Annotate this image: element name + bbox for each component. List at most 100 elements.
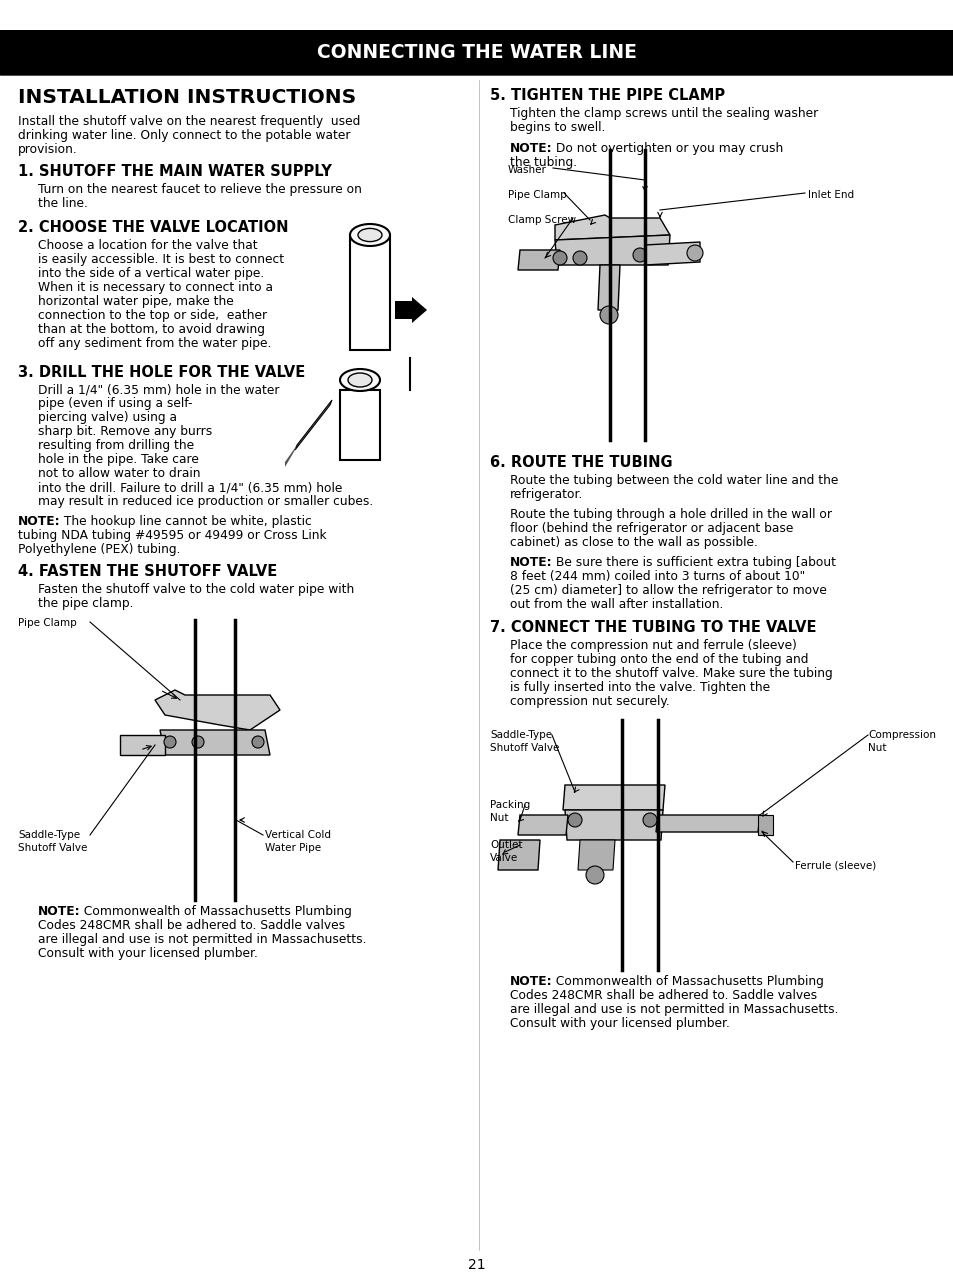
Text: 21: 21	[468, 1258, 485, 1273]
Ellipse shape	[357, 228, 381, 242]
Circle shape	[553, 251, 566, 265]
Text: Shutoff Valve: Shutoff Valve	[18, 844, 88, 853]
Text: Commonwealth of Massachusetts Plumbing: Commonwealth of Massachusetts Plumbing	[552, 975, 823, 988]
Text: 5. TIGHTEN THE PIPE CLAMP: 5. TIGHTEN THE PIPE CLAMP	[490, 88, 724, 103]
Polygon shape	[598, 265, 619, 310]
Text: Nut: Nut	[490, 813, 508, 823]
Circle shape	[252, 735, 264, 748]
Text: (25 cm) diameter] to allow the refrigerator to move: (25 cm) diameter] to allow the refrigera…	[510, 583, 826, 598]
Text: Outlet: Outlet	[490, 840, 522, 850]
Text: are illegal and use is not permitted in Massachusetts.: are illegal and use is not permitted in …	[38, 933, 366, 945]
Text: 3. DRILL THE HOLE FOR THE VALVE: 3. DRILL THE HOLE FOR THE VALVE	[18, 365, 305, 380]
Text: Packing: Packing	[490, 800, 530, 810]
Text: drinking water line. Only connect to the potable water: drinking water line. Only connect to the…	[18, 129, 350, 142]
Text: for copper tubing onto the end of the tubing and: for copper tubing onto the end of the tu…	[510, 653, 807, 666]
Polygon shape	[564, 810, 662, 840]
Text: 2. CHOOSE THE VALVE LOCATION: 2. CHOOSE THE VALVE LOCATION	[18, 220, 288, 234]
Text: Turn on the nearest faucet to relieve the pressure on: Turn on the nearest faucet to relieve th…	[38, 183, 361, 196]
Polygon shape	[285, 444, 296, 468]
Circle shape	[573, 251, 586, 265]
FancyBboxPatch shape	[339, 390, 379, 460]
Text: off any sediment from the water pipe.: off any sediment from the water pipe.	[38, 337, 271, 350]
Text: connection to the top or side,  eather: connection to the top or side, eather	[38, 309, 267, 322]
Text: Pipe Clamp: Pipe Clamp	[507, 191, 566, 200]
Text: are illegal and use is not permitted in Massachusetts.: are illegal and use is not permitted in …	[510, 1003, 838, 1016]
Text: 7. CONNECT THE TUBING TO THE VALVE: 7. CONNECT THE TUBING TO THE VALVE	[490, 620, 816, 635]
Text: pipe (even if using a self-: pipe (even if using a self-	[38, 397, 193, 410]
Text: Codes 248CMR shall be adhered to. Saddle valves: Codes 248CMR shall be adhered to. Saddle…	[38, 920, 345, 933]
Text: out from the wall after installation.: out from the wall after installation.	[510, 598, 722, 611]
Polygon shape	[497, 840, 539, 869]
Text: Valve: Valve	[490, 853, 517, 863]
Circle shape	[164, 735, 175, 748]
Text: 4. FASTEN THE SHUTOFF VALVE: 4. FASTEN THE SHUTOFF VALVE	[18, 564, 277, 580]
Circle shape	[192, 735, 204, 748]
Text: CONNECTING THE WATER LINE: CONNECTING THE WATER LINE	[316, 43, 637, 62]
Text: Saddle-Type: Saddle-Type	[490, 730, 552, 741]
Text: Commonwealth of Massachusetts Plumbing: Commonwealth of Massachusetts Plumbing	[80, 905, 352, 918]
Polygon shape	[555, 215, 669, 240]
Text: Place the compression nut and ferrule (sleeve): Place the compression nut and ferrule (s…	[510, 639, 796, 652]
Text: connect it to the shutoff valve. Make sure the tubing: connect it to the shutoff valve. Make su…	[510, 667, 832, 680]
Polygon shape	[644, 242, 700, 265]
Bar	[0, 30, 953, 75]
Text: Inlet End: Inlet End	[807, 191, 853, 200]
Text: 1. SHUTOFF THE MAIN WATER SUPPLY: 1. SHUTOFF THE MAIN WATER SUPPLY	[18, 164, 332, 179]
Text: Install the shutoff valve on the nearest frequently  used: Install the shutoff valve on the nearest…	[18, 115, 360, 128]
Text: than at the bottom, to avoid drawing: than at the bottom, to avoid drawing	[38, 323, 265, 336]
Polygon shape	[154, 690, 280, 730]
Text: refrigerator.: refrigerator.	[510, 488, 583, 501]
Text: sharp bit. Remove any burrs: sharp bit. Remove any burrs	[38, 425, 212, 438]
FancyArrow shape	[395, 298, 427, 323]
Circle shape	[585, 866, 603, 884]
Text: Saddle-Type: Saddle-Type	[18, 829, 80, 840]
Text: Route the tubing between the cold water line and the: Route the tubing between the cold water …	[510, 474, 838, 487]
Text: NOTE:: NOTE:	[38, 905, 81, 918]
Text: piercing valve) using a: piercing valve) using a	[38, 411, 177, 424]
Polygon shape	[160, 730, 270, 755]
Text: Water Pipe: Water Pipe	[265, 844, 321, 853]
Text: provision.: provision.	[18, 143, 77, 156]
Circle shape	[567, 813, 581, 827]
Text: NOTE:: NOTE:	[18, 515, 61, 528]
Ellipse shape	[348, 374, 372, 386]
Text: Consult with your licensed plumber.: Consult with your licensed plumber.	[38, 947, 257, 960]
Text: NOTE:: NOTE:	[510, 556, 552, 569]
Circle shape	[599, 307, 618, 325]
Text: The hookup line cannot be white, plastic: The hookup line cannot be white, plastic	[60, 515, 312, 528]
Text: the line.: the line.	[38, 197, 88, 210]
Text: not to allow water to drain: not to allow water to drain	[38, 468, 200, 480]
Text: NOTE:: NOTE:	[510, 142, 552, 155]
Circle shape	[633, 249, 646, 261]
Circle shape	[686, 245, 702, 261]
Text: Drill a 1/4" (6.35 mm) hole in the water: Drill a 1/4" (6.35 mm) hole in the water	[38, 383, 279, 395]
Text: Compression: Compression	[867, 730, 935, 741]
Text: begins to swell.: begins to swell.	[510, 121, 605, 134]
Polygon shape	[294, 401, 332, 450]
Polygon shape	[578, 840, 615, 869]
Polygon shape	[517, 815, 567, 835]
Text: horizontal water pipe, make the: horizontal water pipe, make the	[38, 295, 233, 308]
Text: is easily accessible. It is best to connect: is easily accessible. It is best to conn…	[38, 252, 284, 267]
Polygon shape	[656, 815, 760, 832]
Ellipse shape	[350, 224, 390, 246]
Text: Do not overtighten or you may crush: Do not overtighten or you may crush	[552, 142, 782, 155]
Polygon shape	[517, 250, 559, 270]
Text: Pipe Clamp: Pipe Clamp	[18, 618, 76, 629]
Text: cabinet) as close to the wall as possible.: cabinet) as close to the wall as possibl…	[510, 536, 757, 549]
Text: floor (behind the refrigerator or adjacent base: floor (behind the refrigerator or adjace…	[510, 522, 793, 535]
Text: Nut: Nut	[867, 743, 885, 753]
Text: Shutoff Valve: Shutoff Valve	[490, 743, 558, 753]
Text: Ferrule (sleeve): Ferrule (sleeve)	[794, 860, 876, 869]
Text: compression nut securely.: compression nut securely.	[510, 696, 669, 708]
Text: Fasten the shutoff valve to the cold water pipe with: Fasten the shutoff valve to the cold wat…	[38, 583, 354, 596]
Text: INSTALLATION INSTRUCTIONS: INSTALLATION INSTRUCTIONS	[18, 88, 355, 107]
Text: Route the tubing through a hole drilled in the wall or: Route the tubing through a hole drilled …	[510, 507, 831, 522]
Circle shape	[642, 813, 657, 827]
Text: 6. ROUTE THE TUBING: 6. ROUTE THE TUBING	[490, 455, 672, 470]
Text: Washer: Washer	[507, 165, 546, 175]
Text: is fully inserted into the valve. Tighten the: is fully inserted into the valve. Tighte…	[510, 681, 769, 694]
Text: Clamp Screw: Clamp Screw	[507, 215, 576, 225]
FancyBboxPatch shape	[350, 234, 390, 350]
Text: Vertical Cold: Vertical Cold	[265, 829, 331, 840]
